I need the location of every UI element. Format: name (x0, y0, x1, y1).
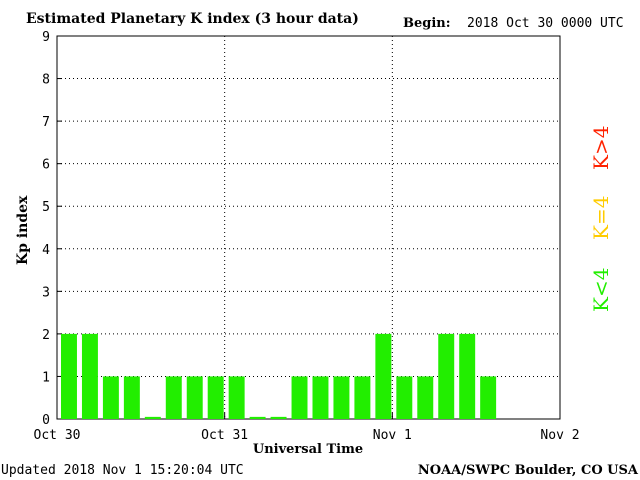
legend: K<4 K=4 K>4 (589, 126, 613, 312)
x-tick-label: Oct 30 (34, 428, 81, 443)
kp-bar (459, 333, 476, 419)
kp-bar (270, 416, 287, 419)
kp-bar (207, 376, 224, 419)
y-tick-label: 3 (42, 285, 50, 300)
legend-entry-k-gt-4: K>4 (589, 126, 613, 170)
begin-value: 2018 Oct 30 0000 UTC (467, 16, 624, 31)
x-axis-label: Universal Time (253, 442, 363, 457)
kp-bar (417, 376, 434, 419)
chart-title: Estimated Planetary K index (3 hour data… (26, 11, 359, 27)
y-tick-label: 1 (42, 370, 50, 385)
y-tick-label: 9 (42, 30, 50, 45)
legend-entry-k-eq-4: K=4 (589, 196, 613, 240)
y-tick-label: 8 (42, 73, 50, 88)
kp-bar (144, 416, 161, 419)
y-tick-label: 6 (42, 158, 50, 173)
kp-bar (186, 376, 203, 419)
kp-bar (354, 376, 371, 419)
legend-entry-k-lt-4: K<4 (589, 268, 613, 312)
y-tick-label: 4 (42, 243, 50, 258)
updated-timestamp: Updated 2018 Nov 1 15:20:04 UTC (1, 463, 244, 478)
kp-bar (396, 376, 413, 419)
kp-bar (61, 333, 77, 419)
x-tick-label: Nov 1 (373, 428, 412, 443)
y-tick-label: 7 (42, 115, 50, 130)
y-tick-label: 2 (42, 328, 50, 343)
kp-bar (333, 376, 350, 419)
x-tick-label: Oct 31 (201, 428, 248, 443)
kp-bar (480, 376, 497, 419)
kp-bar (312, 376, 329, 419)
kp-bar (228, 376, 245, 419)
y-axis-label: Kp index (15, 195, 31, 265)
kp-bar (291, 376, 308, 419)
x-tick-label: Nov 2 (540, 428, 579, 443)
kp-bar (123, 376, 140, 419)
kp-bar (81, 333, 98, 419)
begin-label: Begin: (403, 16, 451, 31)
source-credit: NOAA/SWPC Boulder, CO USA (418, 463, 639, 478)
plot-frame (56, 35, 561, 420)
kp-bar (249, 416, 266, 419)
kp-bar (438, 333, 455, 419)
kp-bar (375, 333, 392, 419)
y-tick-label: 5 (42, 200, 50, 215)
y-tick-label: 0 (42, 413, 50, 428)
kp-bar (165, 376, 182, 419)
kp-bar (102, 376, 119, 419)
